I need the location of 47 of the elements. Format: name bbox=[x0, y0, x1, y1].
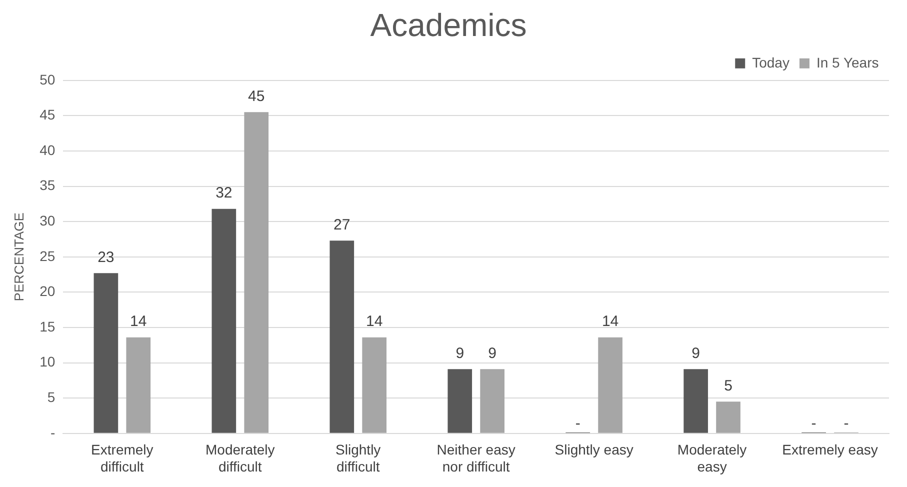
y-tick-label: 10 bbox=[40, 354, 56, 370]
y-tick-label: 25 bbox=[40, 248, 56, 264]
data-label: - bbox=[811, 415, 816, 432]
bar bbox=[94, 273, 118, 433]
x-tick-label: Slightly easy bbox=[554, 442, 634, 458]
y-axis-title: PERCENTAGE bbox=[11, 212, 26, 302]
data-label: 9 bbox=[692, 344, 700, 362]
chart-title: Academics bbox=[370, 7, 527, 44]
x-tick-label: Neither easy nor difficult bbox=[436, 442, 516, 474]
data-label: 27 bbox=[334, 216, 350, 234]
data-label: 14 bbox=[130, 313, 147, 330]
x-tick-label: Slightly difficult bbox=[336, 442, 381, 474]
y-tick-label: 50 bbox=[40, 71, 56, 88]
legend-label: Today bbox=[752, 54, 790, 70]
bar bbox=[684, 369, 708, 433]
bar bbox=[480, 369, 504, 433]
data-label: 23 bbox=[98, 248, 114, 266]
bar bbox=[212, 208, 236, 433]
bar bbox=[598, 337, 622, 433]
x-tick-label: Extremely easy bbox=[782, 442, 878, 458]
data-label: 9 bbox=[488, 344, 496, 362]
legend-label: In 5 Years bbox=[816, 54, 879, 70]
y-tick-label: 15 bbox=[40, 318, 56, 334]
y-tick-label: - bbox=[50, 424, 56, 440]
bar bbox=[126, 337, 151, 433]
data-label: 32 bbox=[216, 184, 232, 202]
data-label: 14 bbox=[602, 313, 619, 330]
data-label: 9 bbox=[456, 344, 464, 362]
bar bbox=[716, 402, 740, 433]
data-label: - bbox=[844, 415, 849, 432]
y-tick-label: 35 bbox=[40, 177, 56, 194]
x-tick-label: Extremely difficult bbox=[91, 442, 154, 474]
y-tick-label: 30 bbox=[40, 212, 56, 228]
y-tick-label: 45 bbox=[40, 106, 56, 123]
bar bbox=[448, 369, 472, 433]
bar bbox=[244, 112, 269, 433]
y-tick-label: 5 bbox=[47, 388, 56, 405]
data-label: - bbox=[575, 415, 580, 432]
x-tick-label: Moderately easy bbox=[677, 442, 747, 474]
bar bbox=[362, 337, 386, 433]
data-label: 5 bbox=[724, 377, 732, 394]
bar bbox=[330, 240, 354, 433]
y-tick-label: 20 bbox=[40, 283, 56, 300]
data-label: 14 bbox=[366, 313, 383, 330]
y-tick-label: 40 bbox=[40, 142, 56, 158]
data-label: 45 bbox=[248, 88, 265, 105]
x-tick-label: Moderately difficult bbox=[206, 442, 275, 474]
